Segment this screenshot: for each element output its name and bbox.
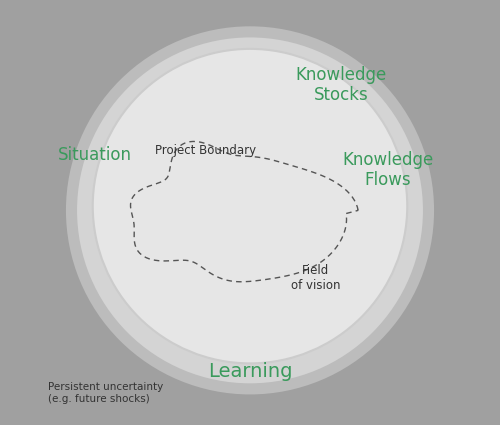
Text: Knowledge
Flows: Knowledge Flows (342, 150, 434, 190)
Text: Learning: Learning (208, 363, 292, 381)
Text: Field
of vision: Field of vision (291, 264, 341, 292)
Text: Persistent uncertainty
(e.g. future shocks): Persistent uncertainty (e.g. future shoc… (48, 382, 164, 404)
Text: Project Boundary: Project Boundary (155, 144, 256, 157)
Text: Knowledge
Stocks: Knowledge Stocks (296, 65, 387, 105)
Circle shape (72, 32, 428, 389)
Text: Situation: Situation (58, 146, 132, 164)
Circle shape (93, 49, 407, 363)
